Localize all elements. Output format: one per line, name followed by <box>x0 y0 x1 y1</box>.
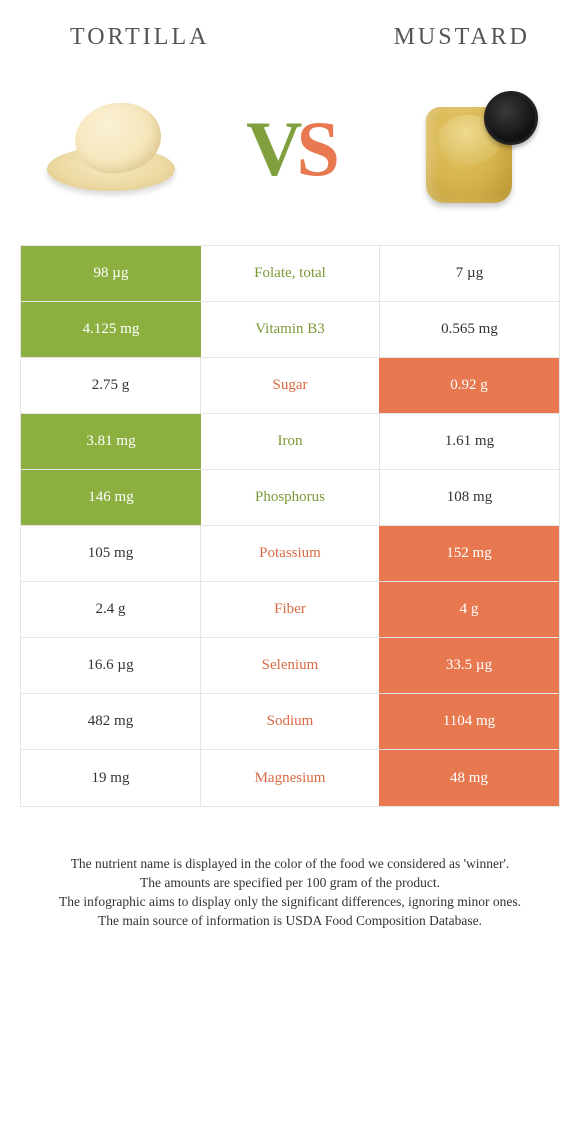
cell-left-value: 482 mg <box>21 694 201 749</box>
footer-line: The main source of information is USDA F… <box>34 912 546 931</box>
vs-s: S <box>296 105 333 192</box>
cell-left-value: 146 mg <box>21 470 201 525</box>
cell-nutrient-label: Phosphorus <box>201 470 379 525</box>
table-row: 4.125 mgVitamin B30.565 mg <box>21 302 559 358</box>
table-row: 105 mgPotassium152 mg <box>21 526 559 582</box>
footer: The nutrient name is displayed in the co… <box>0 807 580 931</box>
header: TORTILLA MUSTARD <box>0 0 580 61</box>
vs-v: V <box>246 105 296 192</box>
cell-nutrient-label: Sugar <box>201 358 379 413</box>
cell-nutrient-label: Selenium <box>201 638 379 693</box>
cell-right-value: 108 mg <box>379 470 559 525</box>
header-right: MUSTARD <box>394 24 530 51</box>
cell-nutrient-label: Sodium <box>201 694 379 749</box>
cell-right-value: 1.61 mg <box>379 414 559 469</box>
cell-right-value: 7 µg <box>379 246 559 301</box>
cell-right-value: 48 mg <box>379 750 559 806</box>
cell-left-value: 16.6 µg <box>21 638 201 693</box>
cell-left-value: 105 mg <box>21 526 201 581</box>
table-row: 482 mgSodium1104 mg <box>21 694 559 750</box>
footer-line: The nutrient name is displayed in the co… <box>34 855 546 874</box>
cell-nutrient-label: Folate, total <box>201 246 379 301</box>
cell-nutrient-label: Iron <box>201 414 379 469</box>
table-row: 3.81 mgIron1.61 mg <box>21 414 559 470</box>
table-row: 2.4 gFiber4 g <box>21 582 559 638</box>
cell-left-value: 3.81 mg <box>21 414 201 469</box>
cell-nutrient-label: Vitamin B3 <box>201 302 379 357</box>
cell-right-value: 0.565 mg <box>379 302 559 357</box>
cell-right-value: 1104 mg <box>379 694 559 749</box>
cell-nutrient-label: Potassium <box>201 526 379 581</box>
tortilla-image <box>36 89 186 209</box>
images-row: VS <box>0 61 580 245</box>
cell-left-value: 4.125 mg <box>21 302 201 357</box>
footer-line: The infographic aims to display only the… <box>34 893 546 912</box>
cell-right-value: 152 mg <box>379 526 559 581</box>
header-left: TORTILLA <box>70 24 209 51</box>
nutrient-table: 98 µgFolate, total7 µg4.125 mgVitamin B3… <box>20 245 560 807</box>
cell-right-value: 33.5 µg <box>379 638 559 693</box>
vs-label: VS <box>246 104 334 194</box>
table-row: 16.6 µgSelenium33.5 µg <box>21 638 559 694</box>
cell-left-value: 98 µg <box>21 246 201 301</box>
cell-left-value: 2.4 g <box>21 582 201 637</box>
table-row: 146 mgPhosphorus108 mg <box>21 470 559 526</box>
table-row: 98 µgFolate, total7 µg <box>21 246 559 302</box>
cell-nutrient-label: Fiber <box>201 582 379 637</box>
table-row: 19 mgMagnesium48 mg <box>21 750 559 806</box>
cell-right-value: 0.92 g <box>379 358 559 413</box>
cell-nutrient-label: Magnesium <box>201 750 379 806</box>
cell-left-value: 19 mg <box>21 750 201 806</box>
cell-right-value: 4 g <box>379 582 559 637</box>
mustard-image <box>394 89 544 209</box>
table-row: 2.75 gSugar0.92 g <box>21 358 559 414</box>
cell-left-value: 2.75 g <box>21 358 201 413</box>
footer-line: The amounts are specified per 100 gram o… <box>34 874 546 893</box>
